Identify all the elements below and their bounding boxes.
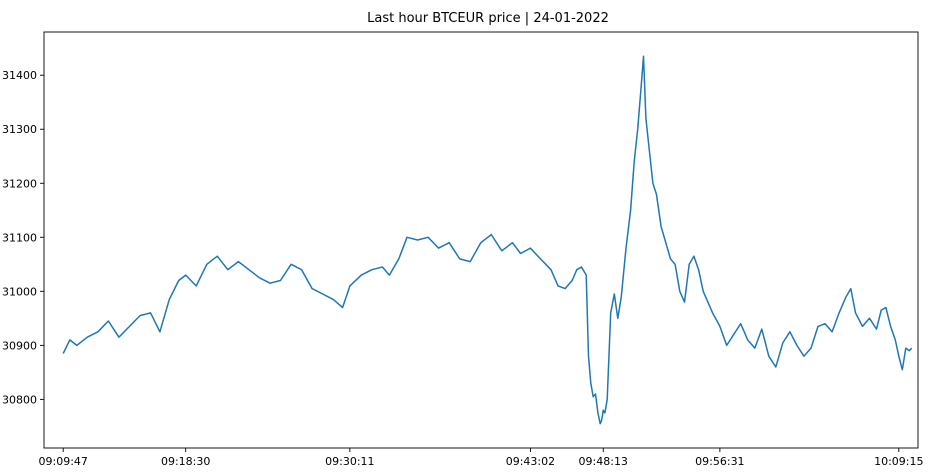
y-tick-label: 31000 [2, 285, 37, 298]
x-tick-label: 09:09:47 [39, 455, 88, 468]
y-tick-label: 31100 [2, 231, 37, 244]
tick-marks [40, 74, 900, 452]
series-layer [62, 55, 913, 425]
chart-title: Last hour BTCEUR price | 24-01-2022 [367, 11, 609, 26]
y-tick-label: 31400 [2, 69, 37, 82]
x-tick-label: 09:48:13 [579, 455, 628, 468]
x-tick-label: 10:09:15 [874, 455, 923, 468]
price-series-line [62, 55, 913, 425]
y-tick-label: 30900 [2, 339, 37, 352]
y-tick-label: 30800 [2, 393, 37, 406]
y-tick-labels: 30800 30900 31000 31100 31200 31300 31400 [2, 69, 37, 406]
plot-frame [43, 31, 919, 449]
x-tick-label: 09:56:31 [695, 455, 744, 468]
x-tick-label: 09:30:11 [325, 455, 374, 468]
x-tick-label: 09:43:02 [506, 455, 555, 468]
x-tick-labels: 09:09:47 09:18:30 09:30:11 09:43:02 09:48:13… [39, 455, 924, 468]
y-tick-label: 31300 [2, 123, 37, 136]
y-tick-label: 31200 [2, 177, 37, 190]
x-tick-label: 09:18:30 [161, 455, 210, 468]
